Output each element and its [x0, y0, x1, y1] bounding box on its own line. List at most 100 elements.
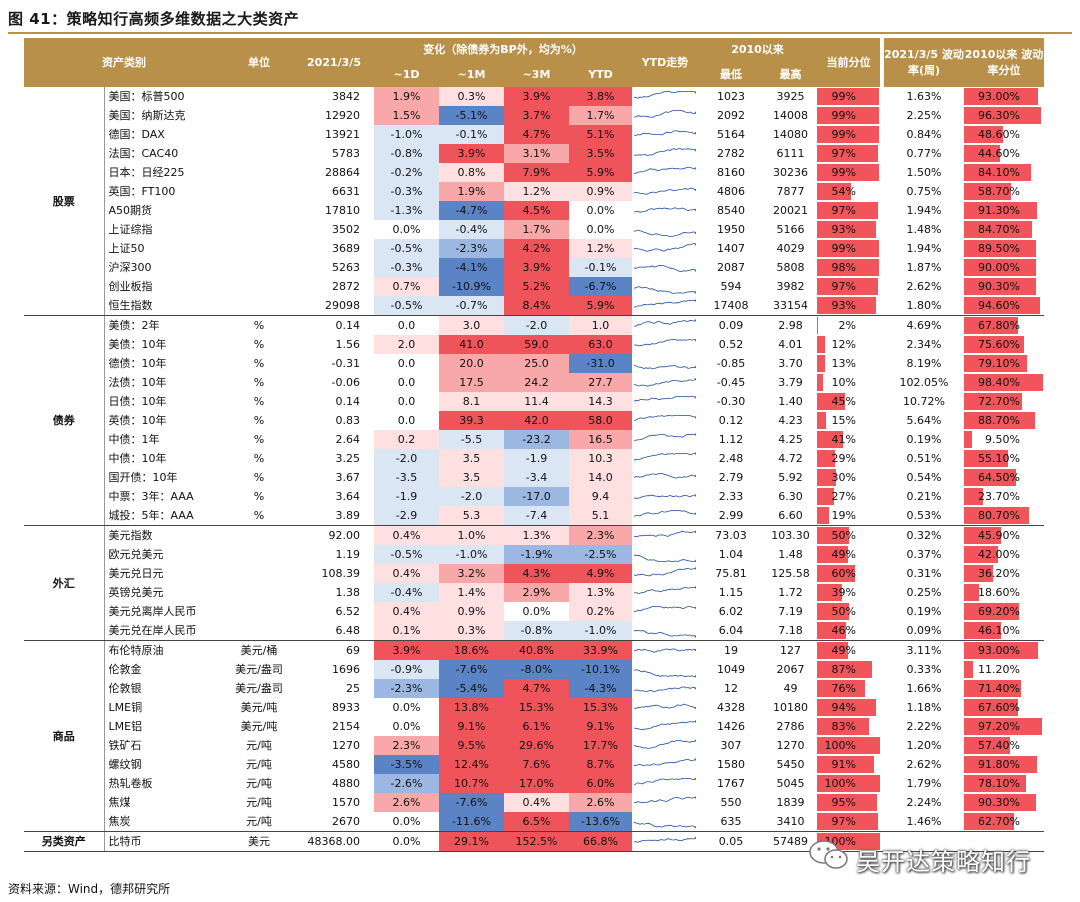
value-cell: 5783	[332, 147, 360, 160]
low-cell: -0.30	[716, 395, 746, 408]
vol-week-cell: 0.21%	[906, 490, 942, 503]
gap-cell	[880, 812, 884, 832]
high-cell: 5.92	[778, 471, 803, 484]
vol-percentile-cell: 90.30%	[964, 793, 1044, 812]
high-cell: 1839	[776, 796, 805, 809]
high-cell: 2067	[776, 663, 805, 676]
ytd-trend-cell	[632, 468, 698, 487]
vol-percentile-cell-bar	[964, 565, 993, 582]
header-since-2010: 2010以来	[698, 38, 817, 62]
vol-percentile-cell-bar	[964, 718, 1042, 735]
vol-percentile-cell: 90.30%	[964, 277, 1044, 296]
current-percentile-cell-text: 49%	[831, 644, 856, 657]
vol-percentile-cell: 18.60%	[964, 583, 1044, 602]
value-cell: 1.38	[335, 586, 361, 599]
change-ytd-cell: 0.2%	[569, 602, 632, 621]
ytd-trend-cell	[632, 87, 698, 106]
change-1m-cell: 8.1	[439, 392, 504, 411]
change-3m-cell: 1.7%	[504, 220, 569, 239]
value-cell: 3.64	[335, 490, 361, 503]
vol-percentile-cell: 58.70%	[964, 182, 1044, 201]
low-cell: 12	[724, 682, 738, 695]
change-1d-cell: 0.0%	[392, 720, 421, 733]
value-cell: 1.19	[335, 548, 361, 561]
change-1d-cell: 0.7%	[374, 277, 439, 296]
change-3m-cell: -7.4	[504, 506, 569, 526]
ytd-sparkline	[634, 510, 696, 517]
unit-cell: %	[224, 506, 294, 526]
vol-percentile-cell-text: 93.00%	[978, 644, 1020, 657]
vol-week-cell: 1.80%	[884, 296, 964, 316]
change-1m-cell: 0.3%	[439, 87, 504, 106]
asset-name: 法债：10年	[108, 376, 167, 389]
current-percentile-cell-bar	[817, 412, 827, 429]
gap-cell	[880, 87, 884, 106]
table-row: 伦敦银 美元/盎司 25 -2.3% -5.4% 4.7% -4.3% 12 49 76% 1.66…	[24, 679, 1044, 698]
asset-name: 螺纹钢	[108, 758, 142, 771]
unit-cell	[224, 163, 294, 182]
current-percentile-cell-bar	[817, 794, 877, 811]
value-cell: 3.89	[294, 506, 374, 526]
high-cell: 125.58	[771, 567, 810, 580]
gap-cell	[880, 125, 884, 144]
ytd-trend-cell	[632, 335, 698, 354]
vol-week-cell: 5.64%	[906, 414, 942, 427]
ytd-sparkline	[634, 758, 696, 767]
current-percentile-cell: 87%	[817, 660, 880, 679]
high-cell: 4.01	[778, 338, 803, 351]
vol-percentile-cell-text: 90.30%	[978, 796, 1020, 809]
current-percentile-cell-bar	[817, 680, 865, 697]
vol-percentile-cell-bar	[964, 88, 1039, 105]
change-3m-cell: 15.3%	[504, 698, 569, 717]
vol-week-cell: 8.19%	[906, 357, 942, 370]
gap-cell	[880, 315, 884, 335]
current-percentile-cell: 19%	[817, 506, 880, 526]
change-3m-cell: -1.9%	[504, 545, 569, 564]
change-1d-cell: 0.0%	[392, 701, 421, 714]
low-cell: 1580	[717, 758, 745, 771]
low-cell: 1.04	[718, 548, 744, 561]
value-cell: -0.31	[331, 357, 360, 370]
vol-percentile-cell: 46.10%	[964, 621, 1044, 641]
ytd-trend-cell	[632, 411, 698, 430]
vol-week-cell	[884, 831, 964, 852]
vol-week-cell: 4.69%	[906, 319, 942, 332]
table-row: LME铝 美元/吨 2154 0.0% 9.1% 6.1% 9.1% 1426 2786 83% 2…	[24, 717, 1044, 736]
change-1m-cell: -2.0	[439, 487, 504, 506]
asset-name: 上证综指	[108, 223, 153, 236]
asset-name: 美债：10年	[108, 338, 167, 351]
current-percentile-cell-text: 99%	[831, 128, 856, 141]
current-percentile-cell-text: 50%	[831, 605, 856, 618]
vol-percentile-cell-text: 23.70%	[978, 490, 1020, 503]
low-cell: 73.03	[715, 529, 747, 542]
vol-percentile-cell-text: 55.10%	[978, 452, 1020, 465]
current-percentile-cell-text: 94%	[831, 701, 856, 714]
current-percentile-cell-bar	[817, 507, 829, 524]
table-row: 国开债：10年% 3.67 -3.5 3.5 -3.4 14.0 2.79 5.92 30% 0.…	[24, 468, 1044, 487]
current-percentile-cell-bar	[817, 737, 880, 754]
vol-percentile-cell: 36.20%	[964, 564, 1044, 583]
value-cell: 28864	[325, 166, 360, 179]
vol-percentile-cell-bar	[964, 603, 1020, 620]
table-row: 中票：3年：AAA% 3.64 -1.9 -2.0 -17.0 9.4 2.33 6.30 27…	[24, 487, 1044, 506]
value-cell: 1570	[332, 796, 360, 809]
current-percentile-cell-text: 99%	[831, 242, 856, 255]
unit-cell	[224, 621, 294, 641]
change-1m-cell: 0.8%	[439, 163, 504, 182]
change-3m-cell: 25.0	[504, 354, 569, 373]
table-row: 德债：10年% -0.31 0.0 20.0 25.0 -31.0 -0.85 3.70 13%…	[24, 354, 1044, 373]
vol-week-cell: 1.48%	[906, 223, 942, 236]
ytd-sparkline	[634, 836, 696, 843]
table-row: LME铜 美元/吨 8933 0.0% 13.8% 15.3% 15.3% 4328 10180…	[24, 698, 1044, 717]
change-1d-cell: -3.5	[374, 468, 439, 487]
current-percentile-cell-bar	[817, 431, 843, 448]
low-cell: 2.79	[718, 471, 744, 484]
asset-name: 美债：2年	[108, 319, 160, 332]
unit-cell: 元/吨	[246, 739, 272, 752]
asset-name: 热轧卷板	[108, 777, 153, 790]
header-gap	[880, 38, 884, 87]
current-percentile-cell: 99%	[817, 239, 880, 258]
vol-percentile-cell-bar	[964, 259, 1036, 276]
ytd-trend-cell	[632, 679, 698, 698]
low-cell: 1950	[717, 223, 745, 236]
